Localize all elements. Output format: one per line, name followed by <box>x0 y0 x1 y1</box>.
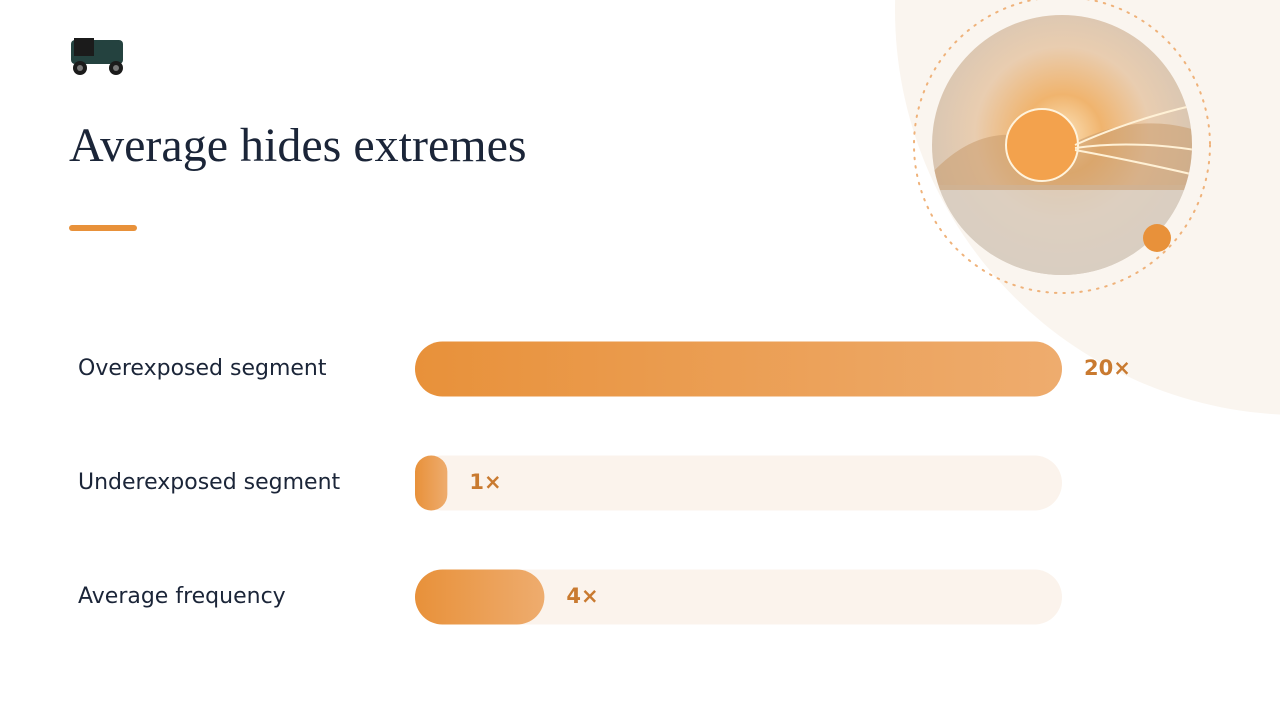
logo <box>71 38 123 75</box>
bar <box>415 569 545 625</box>
title-underline <box>69 225 137 231</box>
title: Average hides extremes <box>69 119 527 172</box>
value-label: 20× <box>1084 356 1131 380</box>
value-label: 1× <box>469 470 501 494</box>
category-label: Average frequency <box>78 584 286 609</box>
bar-track <box>415 455 1062 511</box>
bar-track <box>415 569 1062 625</box>
bar-chart: Overexposed segment 20× Underexposed segme… <box>78 341 1131 625</box>
bar <box>415 455 448 511</box>
bar <box>415 341 1062 397</box>
category-label: Overexposed segment <box>78 356 327 381</box>
accent-dot <box>1143 224 1171 252</box>
dotted-ring <box>913 0 1211 294</box>
category-label: Underexposed segment <box>78 470 341 495</box>
value-label: 4× <box>566 584 598 608</box>
